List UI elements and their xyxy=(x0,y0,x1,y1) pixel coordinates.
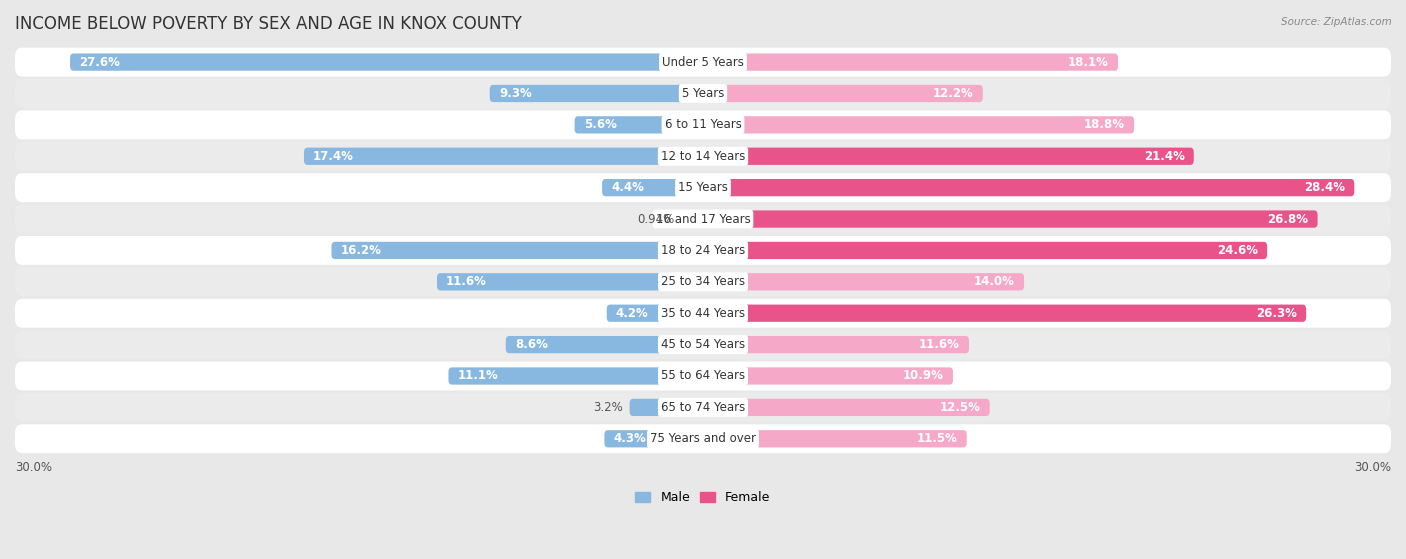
FancyBboxPatch shape xyxy=(703,305,1306,322)
Text: 9.3%: 9.3% xyxy=(499,87,531,100)
Text: Source: ZipAtlas.com: Source: ZipAtlas.com xyxy=(1281,17,1392,27)
Text: 0.94%: 0.94% xyxy=(637,212,675,225)
FancyBboxPatch shape xyxy=(703,148,1194,165)
Legend: Male, Female: Male, Female xyxy=(630,486,776,509)
FancyBboxPatch shape xyxy=(682,210,703,228)
Text: 18.1%: 18.1% xyxy=(1069,55,1109,69)
Text: 28.4%: 28.4% xyxy=(1305,181,1346,194)
Text: 11.6%: 11.6% xyxy=(446,276,486,288)
Text: 3.2%: 3.2% xyxy=(593,401,623,414)
Text: 26.8%: 26.8% xyxy=(1267,212,1309,225)
FancyBboxPatch shape xyxy=(703,242,1267,259)
FancyBboxPatch shape xyxy=(606,305,703,322)
FancyBboxPatch shape xyxy=(15,267,1391,296)
FancyBboxPatch shape xyxy=(703,430,967,447)
Text: 30.0%: 30.0% xyxy=(15,461,52,474)
Text: 55 to 64 Years: 55 to 64 Years xyxy=(661,369,745,382)
FancyBboxPatch shape xyxy=(304,148,703,165)
Text: 16 and 17 Years: 16 and 17 Years xyxy=(655,212,751,225)
FancyBboxPatch shape xyxy=(15,299,1391,328)
FancyBboxPatch shape xyxy=(332,242,703,259)
FancyBboxPatch shape xyxy=(703,116,1135,134)
FancyBboxPatch shape xyxy=(449,367,703,385)
FancyBboxPatch shape xyxy=(15,362,1391,390)
FancyBboxPatch shape xyxy=(15,173,1391,202)
FancyBboxPatch shape xyxy=(703,179,1354,196)
Text: 15 Years: 15 Years xyxy=(678,181,728,194)
Text: 6 to 11 Years: 6 to 11 Years xyxy=(665,119,741,131)
FancyBboxPatch shape xyxy=(15,424,1391,453)
Text: 11.1%: 11.1% xyxy=(457,369,498,382)
Text: 25 to 34 Years: 25 to 34 Years xyxy=(661,276,745,288)
Text: 12.2%: 12.2% xyxy=(932,87,973,100)
FancyBboxPatch shape xyxy=(489,85,703,102)
FancyBboxPatch shape xyxy=(703,367,953,385)
FancyBboxPatch shape xyxy=(15,393,1391,422)
FancyBboxPatch shape xyxy=(15,48,1391,77)
FancyBboxPatch shape xyxy=(15,111,1391,139)
Text: 16.2%: 16.2% xyxy=(340,244,381,257)
FancyBboxPatch shape xyxy=(506,336,703,353)
Text: 8.6%: 8.6% xyxy=(515,338,548,351)
Text: 4.2%: 4.2% xyxy=(616,307,648,320)
FancyBboxPatch shape xyxy=(575,116,703,134)
FancyBboxPatch shape xyxy=(630,399,703,416)
FancyBboxPatch shape xyxy=(15,330,1391,359)
Text: 26.3%: 26.3% xyxy=(1256,307,1296,320)
FancyBboxPatch shape xyxy=(15,79,1391,108)
Text: 5.6%: 5.6% xyxy=(583,119,617,131)
FancyBboxPatch shape xyxy=(15,205,1391,234)
Text: INCOME BELOW POVERTY BY SEX AND AGE IN KNOX COUNTY: INCOME BELOW POVERTY BY SEX AND AGE IN K… xyxy=(15,15,522,33)
FancyBboxPatch shape xyxy=(437,273,703,291)
FancyBboxPatch shape xyxy=(703,273,1024,291)
Text: 12 to 14 Years: 12 to 14 Years xyxy=(661,150,745,163)
Text: 45 to 54 Years: 45 to 54 Years xyxy=(661,338,745,351)
FancyBboxPatch shape xyxy=(602,179,703,196)
Text: 4.4%: 4.4% xyxy=(612,181,644,194)
Text: Under 5 Years: Under 5 Years xyxy=(662,55,744,69)
Text: 24.6%: 24.6% xyxy=(1218,244,1258,257)
FancyBboxPatch shape xyxy=(703,336,969,353)
Text: 18 to 24 Years: 18 to 24 Years xyxy=(661,244,745,257)
FancyBboxPatch shape xyxy=(15,236,1391,265)
Text: 11.5%: 11.5% xyxy=(917,432,957,446)
Text: 18.8%: 18.8% xyxy=(1084,119,1125,131)
Text: 65 to 74 Years: 65 to 74 Years xyxy=(661,401,745,414)
FancyBboxPatch shape xyxy=(703,210,1317,228)
FancyBboxPatch shape xyxy=(703,399,990,416)
Text: 10.9%: 10.9% xyxy=(903,369,943,382)
Text: 17.4%: 17.4% xyxy=(314,150,354,163)
Text: 30.0%: 30.0% xyxy=(1354,461,1391,474)
FancyBboxPatch shape xyxy=(70,54,703,71)
Text: 12.5%: 12.5% xyxy=(939,401,980,414)
FancyBboxPatch shape xyxy=(15,142,1391,170)
Text: 75 Years and over: 75 Years and over xyxy=(650,432,756,446)
FancyBboxPatch shape xyxy=(703,85,983,102)
Text: 11.6%: 11.6% xyxy=(920,338,960,351)
FancyBboxPatch shape xyxy=(605,430,703,447)
Text: 14.0%: 14.0% xyxy=(974,276,1015,288)
Text: 4.3%: 4.3% xyxy=(613,432,647,446)
FancyBboxPatch shape xyxy=(703,54,1118,71)
Text: 21.4%: 21.4% xyxy=(1143,150,1185,163)
Text: 35 to 44 Years: 35 to 44 Years xyxy=(661,307,745,320)
Text: 5 Years: 5 Years xyxy=(682,87,724,100)
Text: 27.6%: 27.6% xyxy=(79,55,120,69)
